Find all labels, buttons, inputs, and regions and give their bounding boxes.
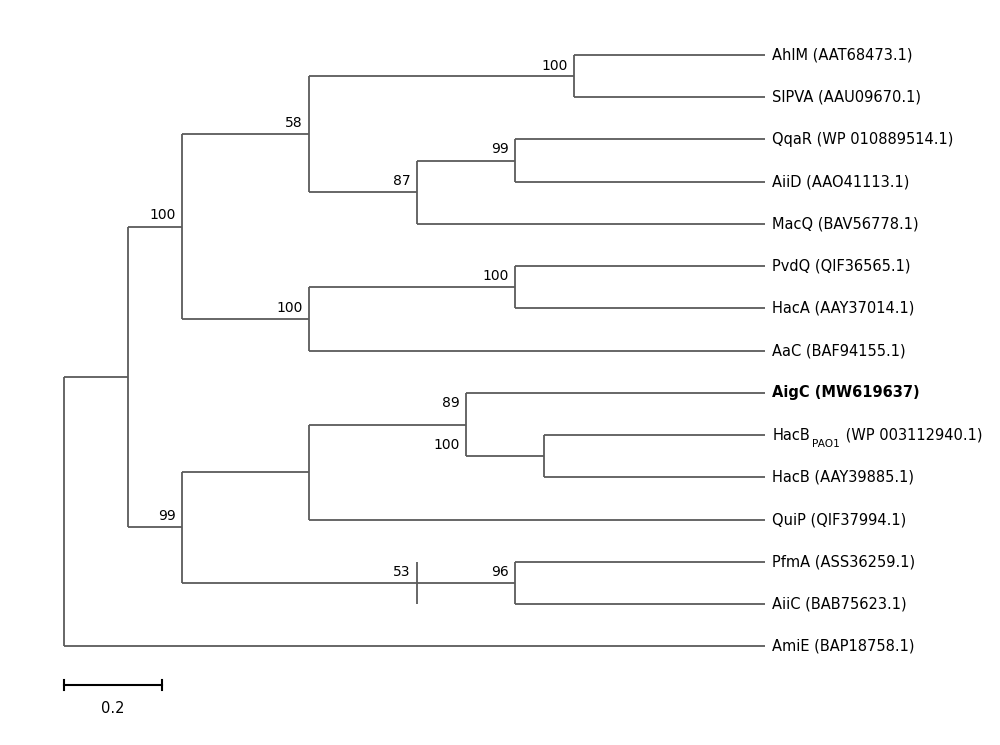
Text: 58: 58: [285, 115, 303, 130]
Text: 53: 53: [393, 565, 411, 579]
Text: 87: 87: [393, 174, 411, 188]
Text: QqaR (WP 010889514.1): QqaR (WP 010889514.1): [772, 132, 954, 147]
Text: AaC (BAF94155.1): AaC (BAF94155.1): [772, 343, 906, 358]
Text: 89: 89: [442, 396, 460, 410]
Text: 0.2: 0.2: [101, 701, 125, 716]
Text: 100: 100: [149, 208, 176, 222]
Text: SlPVA (AAU09670.1): SlPVA (AAU09670.1): [772, 89, 921, 104]
Text: 100: 100: [277, 300, 303, 314]
Text: AhlM (AAT68473.1): AhlM (AAT68473.1): [772, 48, 913, 63]
Text: HacB: HacB: [772, 428, 810, 443]
Text: 96: 96: [491, 565, 509, 579]
Text: QuiP (QIF37994.1): QuiP (QIF37994.1): [772, 512, 907, 527]
Text: 99: 99: [491, 142, 509, 156]
Text: PAO1: PAO1: [812, 439, 839, 448]
Text: 100: 100: [433, 438, 460, 451]
Text: 100: 100: [541, 59, 568, 72]
Text: MacQ (BAV56778.1): MacQ (BAV56778.1): [772, 216, 919, 232]
Text: HacA (AAY37014.1): HacA (AAY37014.1): [772, 301, 915, 316]
Text: AmiE (BAP18758.1): AmiE (BAP18758.1): [772, 638, 915, 654]
Text: 100: 100: [482, 269, 509, 283]
Text: 99: 99: [158, 509, 176, 523]
Text: HacB (AAY39885.1): HacB (AAY39885.1): [772, 470, 914, 485]
Text: AiiC (BAB75623.1): AiiC (BAB75623.1): [772, 597, 907, 612]
Text: AiiD (AAO41113.1): AiiD (AAO41113.1): [772, 174, 910, 189]
Text: AigC (MW619637): AigC (MW619637): [772, 385, 920, 400]
Text: PvdQ (QIF36565.1): PvdQ (QIF36565.1): [772, 259, 911, 273]
Text: (WP 003112940.1): (WP 003112940.1): [841, 428, 983, 443]
Text: PfmA (ASS36259.1): PfmA (ASS36259.1): [772, 554, 916, 569]
